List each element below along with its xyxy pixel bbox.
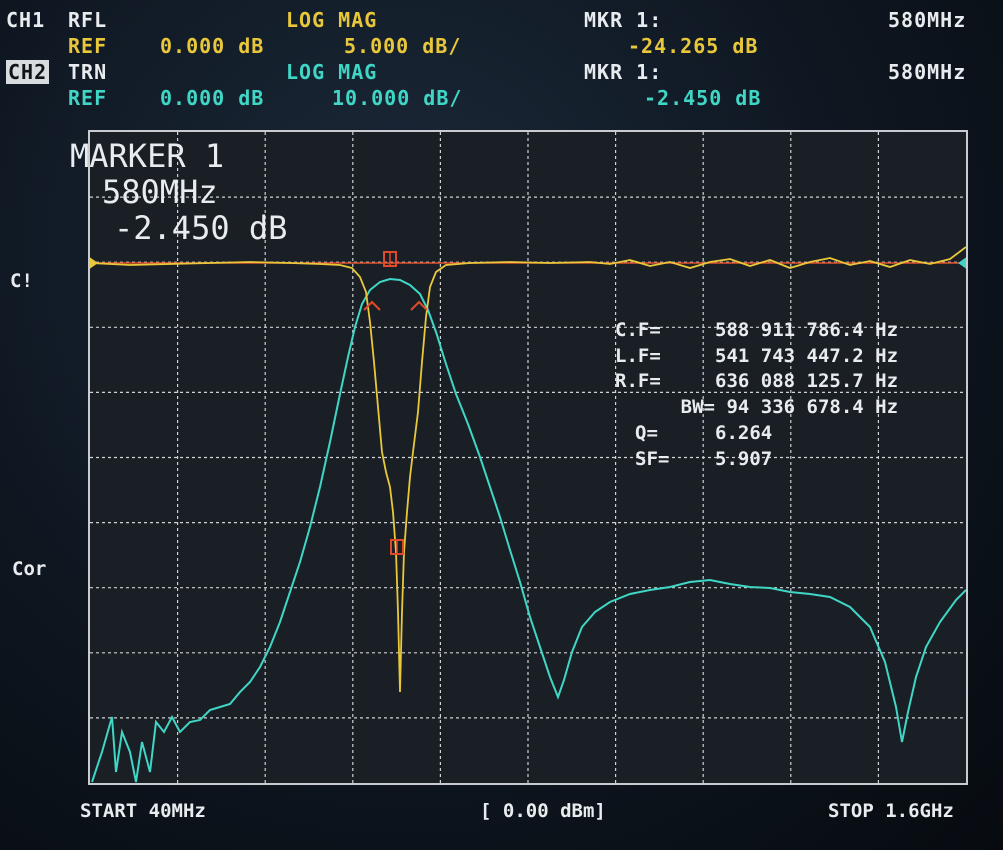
ch1-marker-value: -24.265 dB [628,34,759,58]
ch1-mode: RFL [68,8,108,32]
marker-1-ch2[interactable] [383,251,397,267]
source-power[interactable]: [ 0.00 dBm] [480,800,606,822]
ch2-tag-label: CH2 [6,60,50,84]
stat-label: R.F= [615,370,661,393]
marker-title: MARKER 1 [70,137,225,175]
stat-value: 5.907 [715,447,773,470]
ch2-marker-value: -2.450 dB [644,86,762,110]
stat-value: 588 911 786.4 Hz [715,319,899,341]
ch1-scale: 5.000 dB/ [344,34,462,58]
ch1-ref-label: REF [68,34,108,58]
ch1-tag[interactable]: CH1 [6,8,46,32]
stat-row-rf: R.F= 636 088 125.7 Hz [615,369,898,395]
stat-row-sf: SF= 5.907 [615,447,898,473]
ch1-marker-freq: 580MHz [888,8,967,32]
stat-value: 6.264 [715,421,773,444]
ch2-marker-freq: 580MHz [888,60,967,84]
stat-label: BW= [680,396,715,419]
marker-freq: 580MHz [102,173,218,211]
stat-row-bw: BW= 94 336 678.4 Hz [615,395,898,421]
stat-label: SF= [635,447,670,470]
ch2-marker-label: MKR 1: [584,60,663,84]
ch2-ref-value: 0.000 dB [160,86,265,110]
stat-value: 541 743 447.2 Hz [715,344,899,367]
stat-label: L.F= [615,344,661,367]
ch1-marker-label: MKR 1: [584,8,663,32]
ch1-reflection-trace [90,246,966,693]
plot-area[interactable] [88,130,968,785]
stat-value: 636 088 125.7 Hz [715,370,899,393]
graticule [90,132,966,783]
ch1-ref-value: 0.000 dB [160,34,265,58]
stat-label: C.F= [615,319,661,341]
cal-status-label: C! [10,270,33,292]
correction-status-label: Cor [12,558,47,580]
stat-value: 94 336 678.4 Hz [715,396,899,419]
ch2-transmission-trace [91,277,966,783]
stat-label: Q= [635,421,658,444]
stat-row-q: Q= 6.264 [615,421,898,447]
stop-frequency[interactable]: STOP 1.6GHz [828,800,954,822]
ref-right-triangle [958,257,966,269]
bandwidth-markers [363,300,428,311]
ch2-mode: TRN [68,60,108,84]
stat-row-lf: L.F= 541 743 447.2 Hz [615,344,898,370]
ch1-format: LOG MAG [286,8,378,32]
ch2-format: LOG MAG [286,60,378,84]
marker-value: -2.450 dB [114,209,288,247]
ref-left-triangle [90,257,98,269]
stat-row-cf: C.F= 588 911 786.4 Hz [615,318,898,344]
marker-1-ch1[interactable] [390,539,404,555]
ch2-scale: 10.000 dB/ [332,86,463,110]
trace-plot [90,132,966,783]
start-frequency[interactable]: START 40MHz [80,800,206,822]
ch2-tag[interactable]: CH2 [6,60,50,84]
filter-stats-panel: C.F= 588 911 786.4 Hz L.F= 541 743 447.2 H… [615,318,898,472]
ch2-ref-label: REF [68,86,108,110]
